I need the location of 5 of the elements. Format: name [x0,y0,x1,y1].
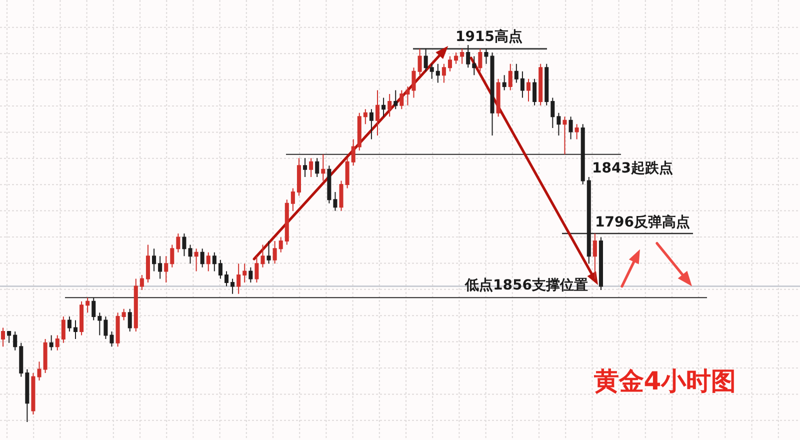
ref-line-label: 1915高点 [456,28,522,45]
ref-line-label: 1843起跌点 [592,160,673,176]
text: 黄金4小时图 [592,366,736,396]
ref-line-label: 低点1856支撑位置 [464,278,588,294]
ref-line-label: 1796反弹高点 [595,214,690,230]
